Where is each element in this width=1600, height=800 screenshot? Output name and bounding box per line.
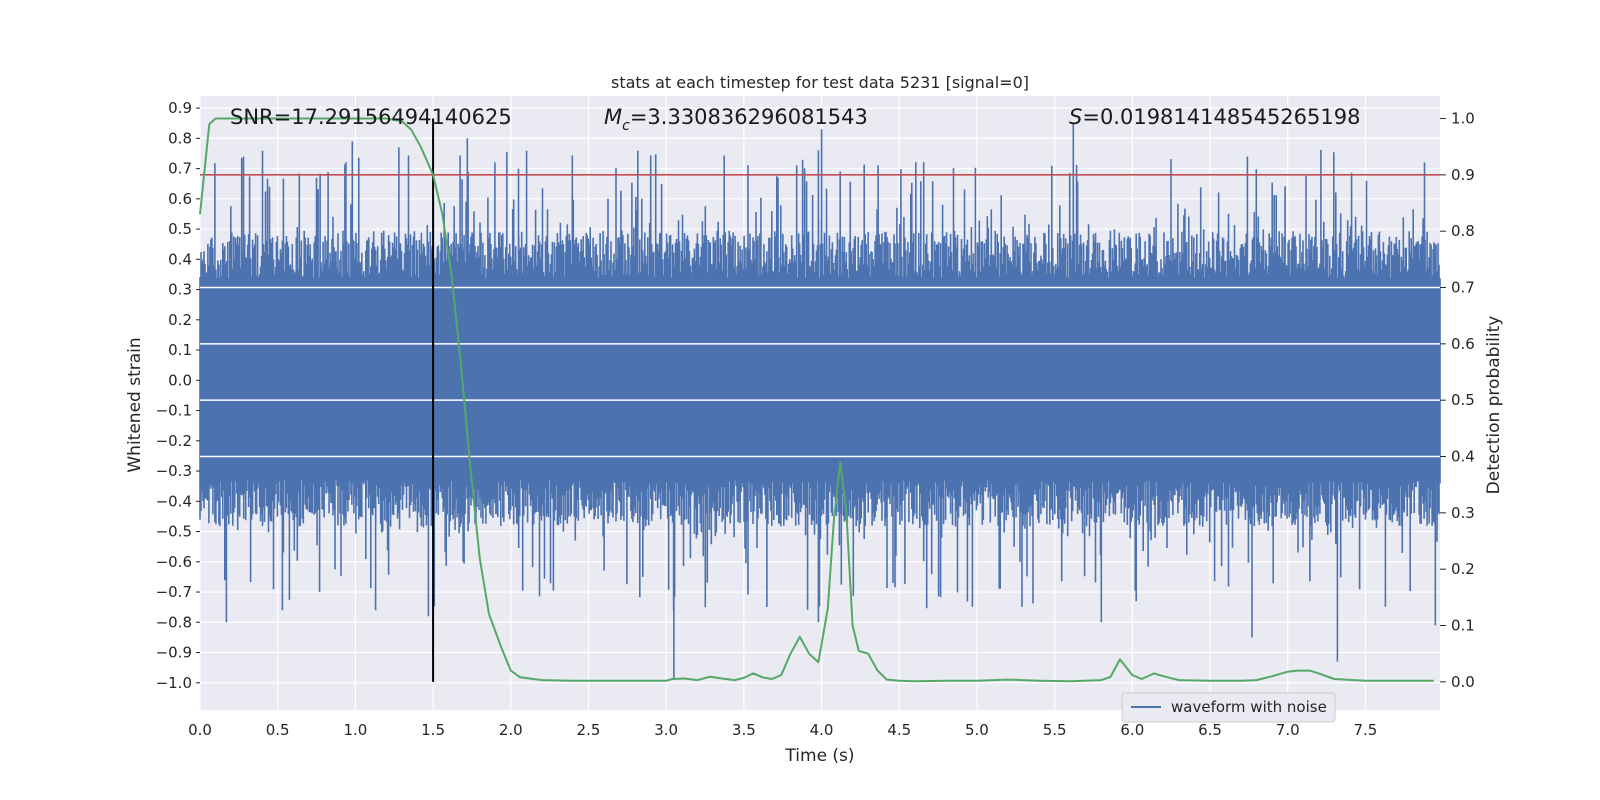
s-symbol: S — [1069, 105, 1082, 129]
y-right-tick-label: 0.8 — [1451, 222, 1475, 240]
x-tick-label: 2.0 — [499, 721, 523, 739]
waveform-series — [199, 123, 1441, 680]
y-tick-label: 0.4 — [168, 250, 192, 268]
waveform-with-noise-line — [199, 123, 1441, 680]
y-tick-label: −0.5 — [156, 523, 192, 541]
y-tick-label: −0.4 — [156, 492, 192, 510]
y-tick-label: −0.2 — [156, 432, 192, 450]
x-axis-label: Time (s) — [784, 746, 854, 766]
y-right-tick-label: 1.0 — [1451, 110, 1475, 128]
detection-probability-line — [199, 117, 1434, 683]
chirp-mass-value: =3.330836296081543 — [630, 105, 868, 129]
y-tick-label: 0.6 — [168, 190, 192, 208]
x-tick-label: 7.0 — [1276, 721, 1300, 739]
y-tick-label: 0.1 — [168, 341, 192, 359]
y-tick-label: 0.0 — [168, 371, 192, 389]
x-tick-label: 2.5 — [577, 721, 601, 739]
chart-title: stats at each timestep for test data 523… — [611, 73, 1029, 92]
y-tick-label: 0.8 — [168, 129, 192, 147]
y-axis-ticks: 0.9 0.8 0.7 0.6 0.5 0.4 0.3 0.2 0.1 0.0 −0.1 −0.2 −0… — [156, 99, 200, 692]
x-axis-ticks: 0.0 0.5 1.0 1.5 2.0 2.5 3.0 3.5 4.0 4.5 5.0 5.5 6.0 6… — [188, 721, 1377, 739]
y-tick-label: 0.3 — [168, 281, 192, 299]
y-tick-label: −0.6 — [156, 553, 192, 571]
y-tick-label: 0.5 — [168, 220, 192, 238]
y-right-tick-label: 0.4 — [1451, 448, 1475, 466]
chirp-mass-annotation: Mc=3.330836296081543 — [604, 105, 868, 134]
legend-frame — [1121, 692, 1336, 723]
y-tick-label: −0.7 — [156, 583, 192, 601]
s-value: =0.019814148545265198 — [1082, 105, 1360, 129]
legend-label: waveform with noise — [1171, 698, 1327, 716]
chirp-mass-subscript: c — [622, 118, 630, 134]
x-tick-label: 5.5 — [1043, 721, 1067, 739]
x-tick-label: 3.0 — [654, 721, 678, 739]
x-tick-label: 0.5 — [266, 721, 290, 739]
y-right-tick-label: 0.0 — [1451, 673, 1475, 691]
x-tick-label: 1.5 — [421, 721, 445, 739]
y-right-tick-label: 0.7 — [1451, 279, 1475, 297]
y-right-tick-label: 0.6 — [1451, 335, 1475, 353]
y-tick-label: 0.7 — [168, 160, 192, 178]
y-right-tick-label: 0.5 — [1451, 391, 1475, 409]
overlay — [199, 117, 1440, 683]
x-tick-label: 3.5 — [732, 721, 756, 739]
y-tick-label: −0.1 — [156, 402, 192, 420]
y-tick-label: −0.8 — [156, 613, 192, 631]
chirp-mass-symbol: M — [604, 105, 622, 129]
x-tick-label: 6.0 — [1120, 721, 1144, 739]
x-tick-label: 1.0 — [343, 721, 367, 739]
x-tick-label: 5.0 — [965, 721, 989, 739]
y-right-tick-label: 0.2 — [1451, 560, 1475, 578]
y-tick-label: 0.9 — [168, 99, 192, 117]
y-right-tick-label: 0.3 — [1451, 504, 1475, 522]
x-tick-label: 6.5 — [1198, 721, 1222, 739]
y-tick-label: −0.9 — [156, 644, 192, 662]
x-tick-label: 0.0 — [188, 721, 212, 739]
snr-annotation: SNR=17.29156494140625 — [230, 105, 512, 129]
s-annotation: S=0.019814148545265198 — [1069, 105, 1360, 129]
y-right-tick-label: 0.1 — [1451, 617, 1475, 635]
y-right-tick-label: 0.9 — [1451, 166, 1475, 184]
y-tick-label: 0.2 — [168, 311, 192, 329]
y-right-axis-label: Detection probability — [1484, 316, 1504, 495]
y-right-axis-ticks: 1.0 0.9 0.8 0.7 0.6 0.5 0.4 0.3 0.2 0.1 0.0 — [1440, 110, 1475, 691]
x-tick-label: 4.0 — [810, 721, 834, 739]
x-tick-label: 7.5 — [1353, 721, 1377, 739]
y-tick-label: −1.0 — [156, 674, 192, 692]
x-tick-label: 4.5 — [887, 721, 911, 739]
y-tick-label: −0.3 — [156, 462, 192, 480]
legend: waveform with noise — [1121, 692, 1336, 723]
y-axis-label: Whitened strain — [125, 337, 145, 472]
